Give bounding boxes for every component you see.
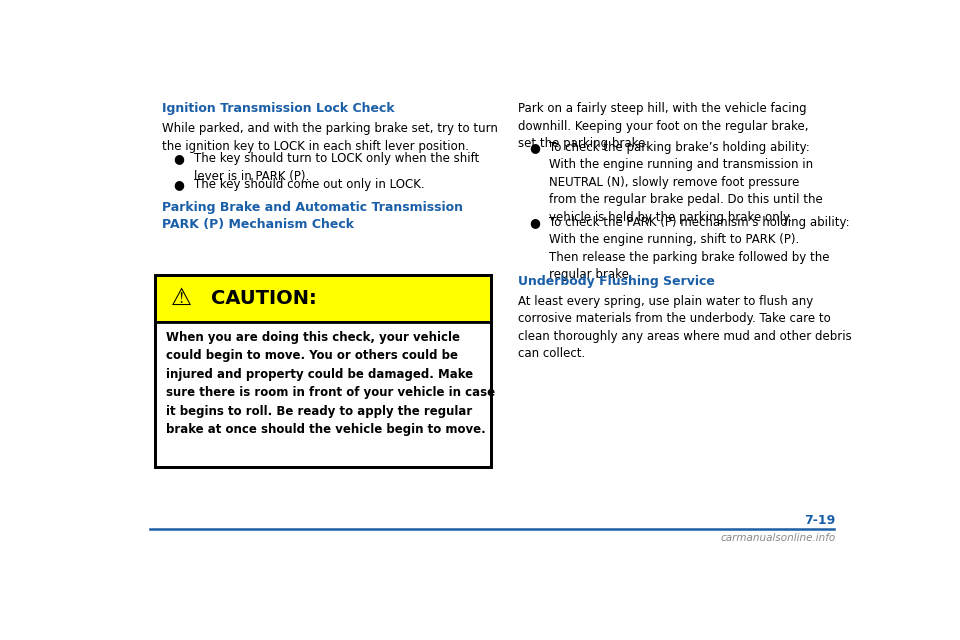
Text: ●: ● <box>529 141 540 154</box>
Text: CAUTION:: CAUTION: <box>211 289 317 308</box>
Text: The key should come out only in LOCK.: The key should come out only in LOCK. <box>194 178 424 191</box>
FancyBboxPatch shape <box>155 275 491 322</box>
Text: ●: ● <box>174 152 184 165</box>
FancyBboxPatch shape <box>155 322 491 467</box>
Text: Park on a fairly steep hill, with the vehicle facing
downhill. Keeping your foot: Park on a fairly steep hill, with the ve… <box>518 102 808 150</box>
Text: ●: ● <box>529 216 540 228</box>
Text: At least every spring, use plain water to flush any
corrosive materials from the: At least every spring, use plain water t… <box>518 294 852 360</box>
Text: When you are doing this check, your vehicle
could begin to move. You or others c: When you are doing this check, your vehi… <box>166 331 495 436</box>
Text: Ignition Transmission Lock Check: Ignition Transmission Lock Check <box>162 102 395 115</box>
Text: 7-19: 7-19 <box>804 514 836 527</box>
Text: Underbody Flushing Service: Underbody Flushing Service <box>518 275 715 289</box>
Text: carmanualsonline.info: carmanualsonline.info <box>720 533 836 543</box>
Text: To check the parking brake’s holding ability:
With the engine running and transm: To check the parking brake’s holding abi… <box>549 141 823 224</box>
Text: ●: ● <box>174 178 184 191</box>
Text: To check the PARK (P) mechanism’s holding ability:
With the engine running, shif: To check the PARK (P) mechanism’s holdin… <box>549 216 850 281</box>
Text: The key should turn to LOCK only when the shift
lever is in PARK (P).: The key should turn to LOCK only when th… <box>194 152 479 182</box>
Text: ⚠: ⚠ <box>171 286 192 310</box>
Text: While parked, and with the parking brake set, try to turn
the ignition key to LO: While parked, and with the parking brake… <box>162 122 498 152</box>
Text: Parking Brake and Automatic Transmission
PARK (P) Mechanism Check: Parking Brake and Automatic Transmission… <box>162 201 464 232</box>
